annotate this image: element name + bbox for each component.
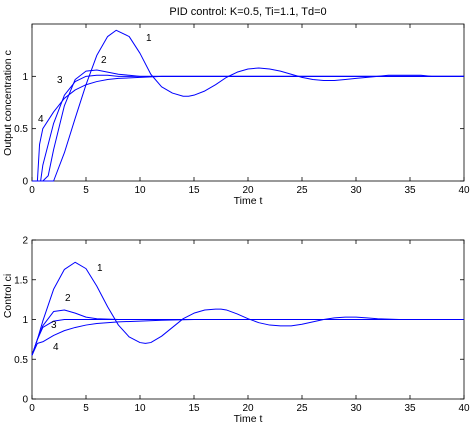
curve-label-2: 2 bbox=[101, 55, 107, 66]
y-tick-label: 1.5 bbox=[14, 275, 28, 286]
x-tick-label: 10 bbox=[134, 185, 146, 196]
curve-label-2: 2 bbox=[65, 293, 71, 304]
x-tick-label: 5 bbox=[83, 403, 89, 414]
y-axis-label: Control ci bbox=[2, 274, 14, 318]
x-tick-label: 35 bbox=[404, 403, 416, 414]
x-axis-ticks: 0 5 10 15 20 25 30 35 40 bbox=[29, 240, 470, 414]
x-tick-label: 40 bbox=[458, 403, 470, 414]
series-lines bbox=[31, 261, 464, 356]
series-line-1 bbox=[32, 29, 464, 182]
x-tick-label: 30 bbox=[350, 185, 362, 196]
series-line-1 bbox=[31, 261, 464, 356]
y-tick-label: 0 bbox=[22, 177, 28, 188]
series-lines bbox=[32, 29, 464, 182]
plot-control: 0 5 10 15 20 25 30 35 40 0 0.5 1 1.5 2 Time t Contro… bbox=[2, 236, 470, 426]
x-tick-label: 20 bbox=[242, 185, 254, 196]
y-tick-label: 0.5 bbox=[14, 124, 28, 135]
series-line-3 bbox=[31, 319, 464, 356]
x-tick-label: 0 bbox=[29, 185, 35, 196]
x-tick-label: 20 bbox=[242, 403, 254, 414]
x-tick-label: 40 bbox=[458, 185, 470, 196]
curve-label-1: 1 bbox=[97, 263, 103, 274]
x-tick-label: 15 bbox=[188, 403, 200, 414]
x-axis-ticks: 0 5 10 15 20 25 30 35 40 bbox=[29, 24, 470, 196]
x-tick-label: 0 bbox=[29, 403, 35, 414]
x-tick-label: 25 bbox=[296, 403, 308, 414]
curve-label-3: 3 bbox=[57, 75, 63, 86]
series-line-4 bbox=[31, 319, 464, 356]
plot-output-concentration: PID control: K=0.5, Ti=1.1, Td=0 0 5 10 15 2… bbox=[2, 6, 470, 207]
x-tick-label: 30 bbox=[350, 403, 362, 414]
x-tick-label: 35 bbox=[404, 185, 416, 196]
curve-label-4: 4 bbox=[38, 114, 44, 125]
x-tick-label: 15 bbox=[188, 185, 200, 196]
chart-title: PID control: K=0.5, Ti=1.1, Td=0 bbox=[169, 6, 326, 18]
x-tick-label: 10 bbox=[134, 403, 146, 414]
curve-label-4: 4 bbox=[53, 342, 59, 353]
curve-label-1: 1 bbox=[146, 33, 152, 44]
series-line-4 bbox=[32, 75, 464, 182]
y-tick-label: 2 bbox=[22, 236, 28, 247]
y-tick-label: 1 bbox=[22, 315, 28, 326]
curve-label-3: 3 bbox=[51, 320, 57, 331]
y-tick-label: 0.5 bbox=[14, 355, 28, 366]
y-tick-label: 0 bbox=[22, 395, 28, 406]
y-tick-label: 1 bbox=[22, 72, 28, 83]
x-tick-label: 5 bbox=[83, 185, 89, 196]
x-tick-label: 25 bbox=[296, 185, 308, 196]
x-axis-label: Time t bbox=[234, 195, 263, 207]
y-axis-label: Output concentration c bbox=[2, 50, 14, 156]
x-axis-label: Time t bbox=[234, 413, 263, 425]
